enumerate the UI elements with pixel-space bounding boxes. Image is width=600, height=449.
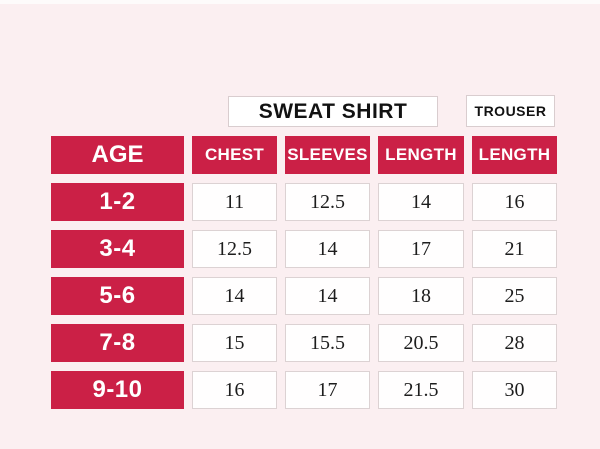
sweat-shirt-group-label: SWEAT SHIRT <box>258 99 408 123</box>
table-cell-length: 14 <box>378 183 464 221</box>
top-edge-strip <box>0 0 600 4</box>
sleeves-column-header: SLEEVES <box>285 136 370 174</box>
age-column-header: AGE <box>51 136 184 174</box>
table-cell-sleeves: 12.5 <box>285 183 370 221</box>
table-cell-length: 20.5 <box>378 324 464 362</box>
chest-column-header: CHEST <box>192 136 277 174</box>
table-cell-trouser-length: 25 <box>472 277 557 315</box>
table-cell-length: 18 <box>378 277 464 315</box>
age-row-label: 9-10 <box>51 371 184 409</box>
table-cell-chest: 16 <box>192 371 277 409</box>
age-row-label: 3-4 <box>51 230 184 268</box>
table-cell-trouser-length: 21 <box>472 230 557 268</box>
age-row-label: 7-8 <box>51 324 184 362</box>
table-cell-chest: 12.5 <box>192 230 277 268</box>
age-row-label: 1-2 <box>51 183 184 221</box>
sweat-shirt-group-header: SWEAT SHIRT <box>228 96 438 127</box>
trouser-group-header: TROUSER <box>466 95 555 127</box>
table-cell-chest: 14 <box>192 277 277 315</box>
age-row-label: 5-6 <box>51 277 184 315</box>
table-cell-chest: 15 <box>192 324 277 362</box>
table-cell-length: 21.5 <box>378 371 464 409</box>
table-cell-sleeves: 15.5 <box>285 324 370 362</box>
trouser-length-column-header: LENGTH <box>472 136 557 174</box>
table-cell-trouser-length: 16 <box>472 183 557 221</box>
trouser-group-label: TROUSER <box>474 103 547 119</box>
length-column-header: LENGTH <box>378 136 464 174</box>
table-cell-trouser-length: 28 <box>472 324 557 362</box>
table-cell-sleeves: 17 <box>285 371 370 409</box>
table-cell-chest: 11 <box>192 183 277 221</box>
table-cell-sleeves: 14 <box>285 277 370 315</box>
table-cell-trouser-length: 30 <box>472 371 557 409</box>
size-table: AGE CHEST SLEEVES LENGTH LENGTH 1-2 11 1… <box>51 136 557 409</box>
table-cell-length: 17 <box>378 230 464 268</box>
table-cell-sleeves: 14 <box>285 230 370 268</box>
